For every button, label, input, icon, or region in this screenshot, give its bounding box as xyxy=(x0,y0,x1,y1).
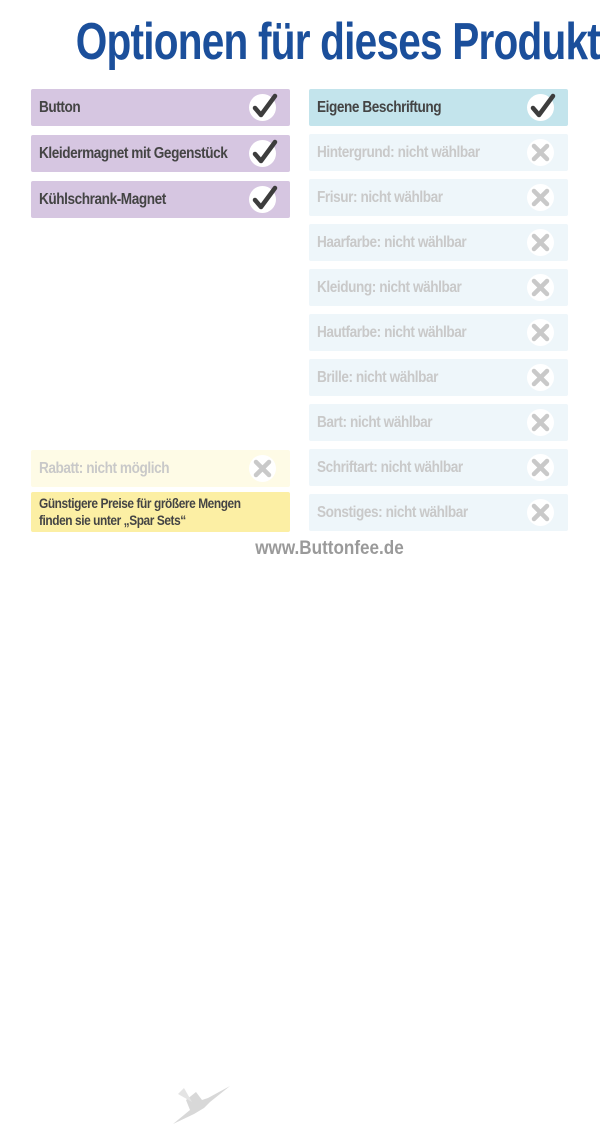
price-note: Günstigere Preise für größere Mengen fin… xyxy=(31,492,290,532)
status-icon xyxy=(527,499,554,526)
option-label: Kleidung: nicht wählbar xyxy=(317,278,462,296)
check-icon xyxy=(252,185,278,210)
fairy-icon xyxy=(173,1086,230,1124)
option-item: Brille: nicht wählbar xyxy=(309,359,568,396)
option-label: Günstigere Preise für größere Mengen fin… xyxy=(39,495,241,528)
option-label: Kleidermagnet mit Gegenstück xyxy=(39,144,228,162)
option-label: Brille: nicht wählbar xyxy=(317,368,439,386)
option-item: Button xyxy=(31,89,290,126)
option-item: Haarfarbe: nicht wählbar xyxy=(309,224,568,261)
x-icon xyxy=(531,278,550,297)
status-icon xyxy=(527,139,554,166)
status-icon xyxy=(527,319,554,346)
option-label: Rabatt: nicht möglich xyxy=(39,459,170,477)
option-label: Eigene Beschriftung xyxy=(317,98,442,116)
option-item: Hintergrund: nicht wählbar xyxy=(309,134,568,171)
discount-item: Rabatt: nicht möglich xyxy=(31,450,290,487)
option-item: Kühlschrank-Magnet xyxy=(31,181,290,218)
option-item: Sonstiges: nicht wählbar xyxy=(309,494,568,531)
status-icon xyxy=(527,454,554,481)
status-icon xyxy=(249,185,278,213)
option-item: Kleidung: nicht wählbar xyxy=(309,269,568,306)
option-label: Hautfarbe: nicht wählbar xyxy=(317,323,467,341)
check-icon xyxy=(252,93,278,118)
option-item: Eigene Beschriftung xyxy=(309,89,568,126)
x-icon xyxy=(531,233,550,252)
status-icon xyxy=(527,274,554,301)
option-label: Hintergrund: nicht wählbar xyxy=(317,143,480,161)
status-icon xyxy=(527,184,554,211)
status-icon xyxy=(527,93,556,121)
status-icon xyxy=(527,409,554,436)
x-icon xyxy=(253,459,272,478)
x-icon xyxy=(531,143,550,162)
option-item: Hautfarbe: nicht wählbar xyxy=(309,314,568,351)
check-icon xyxy=(252,139,278,164)
status-icon xyxy=(249,455,276,482)
option-label: Button xyxy=(39,98,81,116)
x-icon xyxy=(531,368,550,387)
option-item: Bart: nicht wählbar xyxy=(309,404,568,441)
check-icon xyxy=(530,93,556,118)
x-icon xyxy=(531,413,550,432)
option-item: Frisur: nicht wählbar xyxy=(309,179,568,216)
status-icon xyxy=(527,364,554,391)
website-url[interactable]: www.Buttonfee.de xyxy=(255,538,405,559)
option-item: Kleidermagnet mit Gegenstück xyxy=(31,135,290,172)
status-icon xyxy=(249,93,278,121)
option-label: Schriftart: nicht wählbar xyxy=(317,458,463,476)
x-icon xyxy=(531,458,550,477)
option-label: Bart: nicht wählbar xyxy=(317,413,433,431)
status-icon xyxy=(249,139,278,167)
option-label: Kühlschrank-Magnet xyxy=(39,190,166,208)
x-icon xyxy=(531,323,550,342)
footer: www.Buttonfee.de xyxy=(0,538,600,1124)
x-icon xyxy=(531,503,550,522)
status-icon xyxy=(527,229,554,256)
page-title: Optionen für dieses Produkt: xyxy=(75,13,600,71)
option-label: Frisur: nicht wählbar xyxy=(317,188,443,206)
x-icon xyxy=(531,188,550,207)
option-item: Schriftart: nicht wählbar xyxy=(309,449,568,486)
option-label: Sonstiges: nicht wählbar xyxy=(317,503,468,521)
option-label: Haarfarbe: nicht wählbar xyxy=(317,233,467,251)
